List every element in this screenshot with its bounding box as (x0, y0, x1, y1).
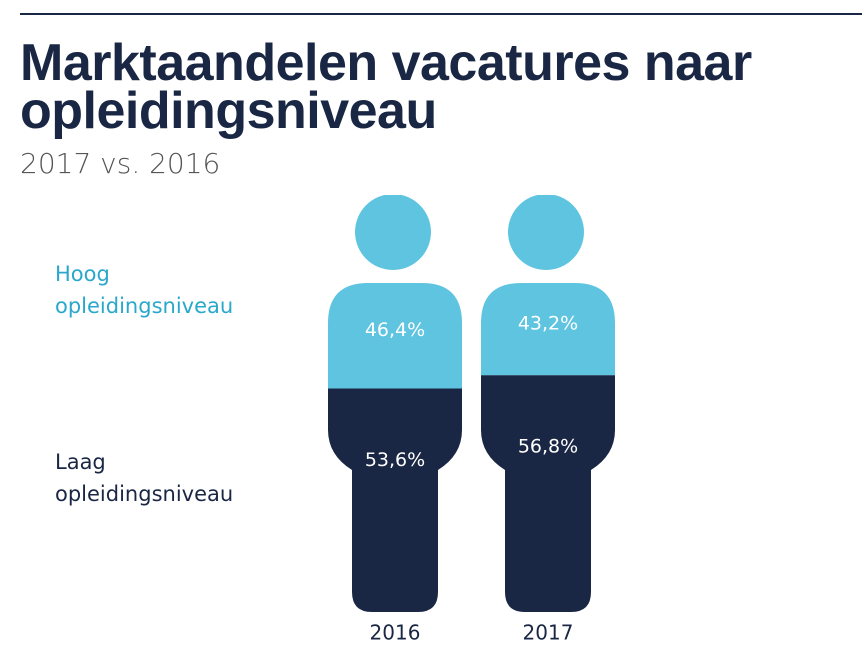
bar-segment (481, 375, 615, 612)
legend-entry: Hoog opleidingsniveau (55, 262, 234, 318)
bar-segment (481, 195, 615, 376)
legend-entry: Laag opleidingsniveau (55, 450, 234, 506)
bar-segment (328, 195, 462, 389)
x-tick-label: 2016 (370, 621, 421, 645)
chart-subtitle: 2017 vs. 2016 (20, 147, 220, 180)
title-line: Marktaandelen vacatures naar (20, 34, 752, 92)
x-tick-label: 2017 (523, 621, 574, 645)
title-line: opleidingsniveau (20, 82, 437, 140)
value-label: 43,2% (518, 313, 578, 335)
bar-segment (328, 388, 462, 612)
value-label: 56,8% (518, 436, 578, 458)
value-label: 53,6% (365, 449, 425, 471)
chart-title: Marktaandelen vacatures naar opleidingsni… (20, 34, 752, 140)
value-label: 46,4% (365, 319, 425, 341)
